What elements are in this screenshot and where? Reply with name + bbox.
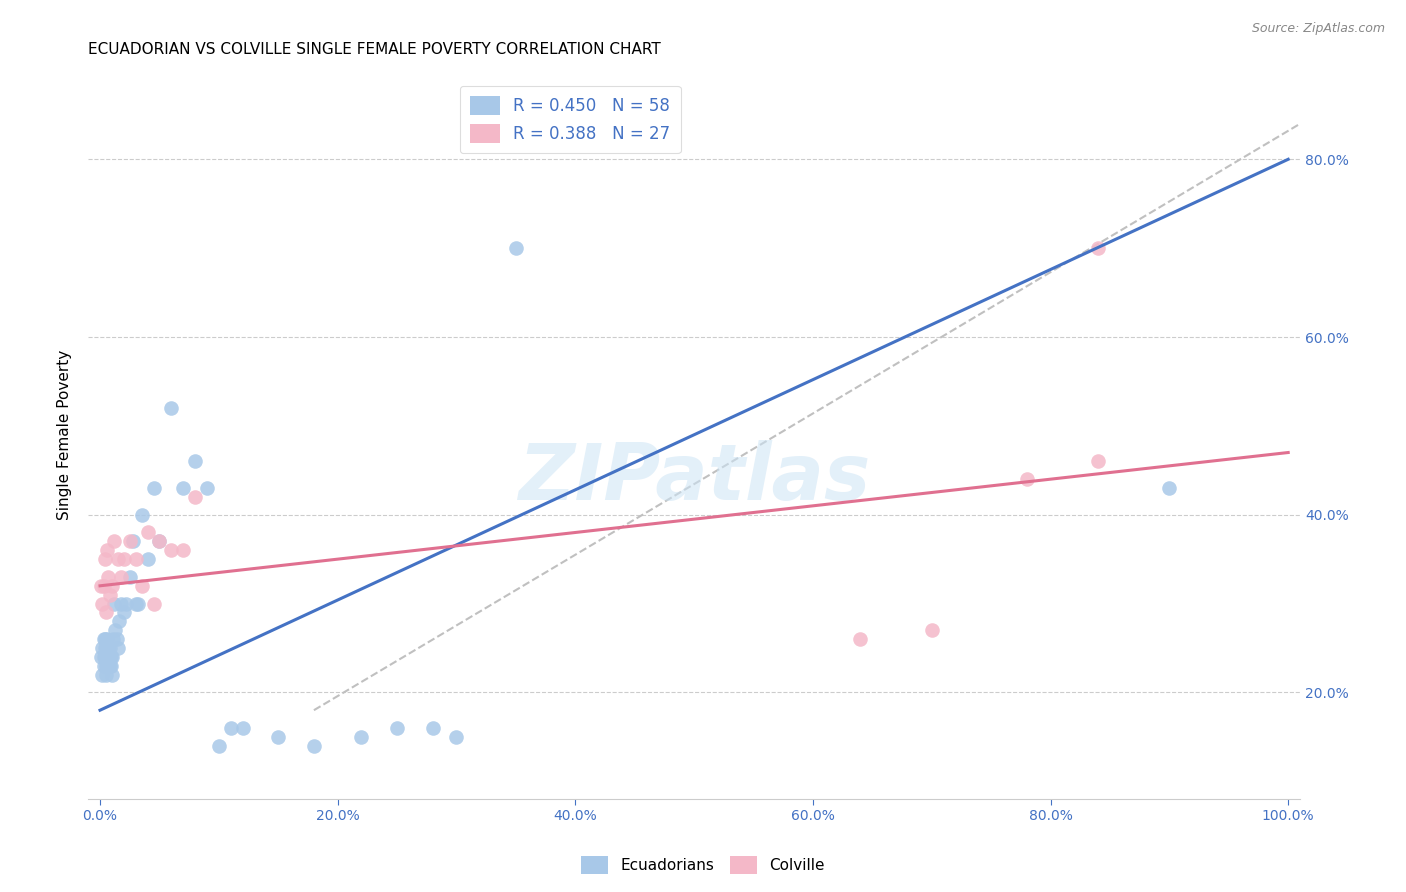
Point: [105, 632, 128, 647]
Point: [219, 721, 242, 735]
Point: [118, 534, 141, 549]
Point: [94, 606, 117, 620]
Point: [131, 579, 153, 593]
Point: [1087, 454, 1109, 468]
Point: [142, 597, 165, 611]
Point: [94, 649, 117, 664]
Point: [160, 401, 183, 415]
Point: [110, 570, 132, 584]
Text: ZIPatlas: ZIPatlas: [517, 441, 870, 516]
Y-axis label: Single Female Poverty: Single Female Poverty: [58, 350, 72, 520]
Point: [172, 481, 194, 495]
Point: [302, 739, 325, 753]
Point: [94, 649, 117, 664]
Point: [91, 640, 114, 655]
Point: [97, 570, 120, 584]
Point: [195, 481, 218, 495]
Point: [107, 552, 129, 566]
Point: [148, 534, 170, 549]
Point: [142, 481, 165, 495]
Text: ECUADORIAN VS COLVILLE SINGLE FEMALE POVERTY CORRELATION CHART: ECUADORIAN VS COLVILLE SINGLE FEMALE POV…: [89, 42, 661, 57]
Point: [97, 640, 120, 655]
Point: [385, 721, 408, 735]
Point: [112, 552, 135, 566]
Point: [94, 640, 117, 655]
Point: [208, 739, 231, 753]
Point: [103, 597, 125, 611]
Point: [112, 606, 135, 620]
Point: [93, 632, 115, 647]
Point: [110, 597, 132, 611]
Point: [91, 667, 114, 681]
Point: [101, 579, 124, 593]
Point: [90, 579, 112, 593]
Point: [98, 658, 121, 673]
Point: [90, 649, 112, 664]
Point: [122, 534, 145, 549]
Point: [98, 640, 121, 655]
Point: [124, 597, 146, 611]
Point: [232, 721, 254, 735]
Point: [921, 624, 943, 638]
Point: [96, 649, 118, 664]
Point: [94, 658, 117, 673]
Point: [131, 508, 153, 522]
Point: [94, 667, 117, 681]
Point: [93, 658, 115, 673]
Legend: Ecuadorians, Colville: Ecuadorians, Colville: [575, 850, 831, 880]
Point: [100, 649, 122, 664]
Point: [103, 534, 125, 549]
Point: [98, 649, 121, 664]
Point: [93, 649, 115, 664]
Point: [160, 543, 183, 558]
Point: [97, 658, 120, 673]
Point: [350, 730, 373, 744]
Point: [1015, 472, 1038, 486]
Point: [96, 632, 118, 647]
Point: [101, 667, 124, 681]
Point: [446, 730, 468, 744]
Text: Source: ZipAtlas.com: Source: ZipAtlas.com: [1251, 22, 1385, 36]
Point: [505, 241, 527, 255]
Point: [100, 658, 122, 673]
Point: [1159, 481, 1181, 495]
Point: [96, 658, 118, 673]
Point: [422, 721, 444, 735]
Point: [98, 588, 121, 602]
Legend: R = 0.450   N = 58, R = 0.388   N = 27: R = 0.450 N = 58, R = 0.388 N = 27: [460, 86, 681, 153]
Point: [93, 579, 115, 593]
Point: [267, 730, 290, 744]
Point: [108, 615, 131, 629]
Point: [184, 454, 207, 468]
Point: [94, 552, 117, 566]
Point: [124, 552, 146, 566]
Point: [148, 534, 170, 549]
Point: [96, 543, 118, 558]
Point: [97, 649, 120, 664]
Point: [849, 632, 872, 647]
Point: [104, 624, 127, 638]
Point: [127, 597, 149, 611]
Point: [172, 543, 194, 558]
Point: [101, 632, 124, 647]
Point: [184, 490, 207, 504]
Point: [94, 640, 117, 655]
Point: [101, 649, 124, 664]
Point: [136, 525, 159, 540]
Point: [1087, 241, 1109, 255]
Point: [115, 597, 138, 611]
Point: [91, 597, 114, 611]
Point: [118, 570, 141, 584]
Point: [94, 632, 117, 647]
Point: [107, 640, 129, 655]
Point: [136, 552, 159, 566]
